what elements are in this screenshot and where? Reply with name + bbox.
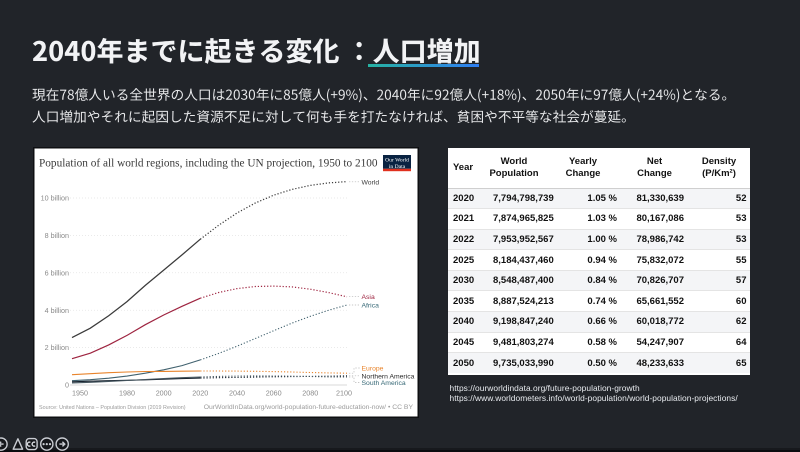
svg-text:Asia: Asia	[362, 294, 375, 301]
svg-text:Population of all world region: Population of all world regions, includi…	[39, 158, 378, 170]
svg-text:in Data: in Data	[389, 164, 406, 170]
svg-text:OurWorldInData.org/world-popul: OurWorldInData.org/world-population-futu…	[204, 404, 414, 411]
svg-text:Europe: Europe	[362, 366, 384, 373]
svg-text:2000: 2000	[156, 389, 172, 398]
svg-text:10 billion: 10 billion	[41, 194, 69, 203]
svg-text:1950: 1950	[72, 389, 88, 398]
svg-text:World: World	[362, 180, 380, 187]
svg-text:2100: 2100	[336, 389, 352, 398]
svg-text:2080: 2080	[302, 389, 318, 398]
svg-text:8 billion: 8 billion	[45, 231, 69, 240]
svg-text:Our World: Our World	[385, 158, 409, 164]
svg-text:1980: 1980	[119, 389, 135, 398]
svg-text:0: 0	[65, 381, 69, 390]
svg-text:Africa: Africa	[362, 303, 380, 310]
svg-text:2020: 2020	[192, 389, 208, 398]
svg-text:2 billion: 2 billion	[45, 343, 69, 352]
svg-text:6 billion: 6 billion	[45, 268, 69, 277]
svg-text:2060: 2060	[266, 389, 282, 398]
svg-text:Northern America: Northern America	[362, 373, 415, 380]
svg-text:4 billion: 4 billion	[45, 306, 69, 315]
svg-text:Source: United Nations – Popul: Source: United Nations – Population Divi…	[39, 405, 186, 411]
svg-text:2040: 2040	[229, 389, 245, 398]
svg-text:South America: South America	[362, 380, 406, 387]
